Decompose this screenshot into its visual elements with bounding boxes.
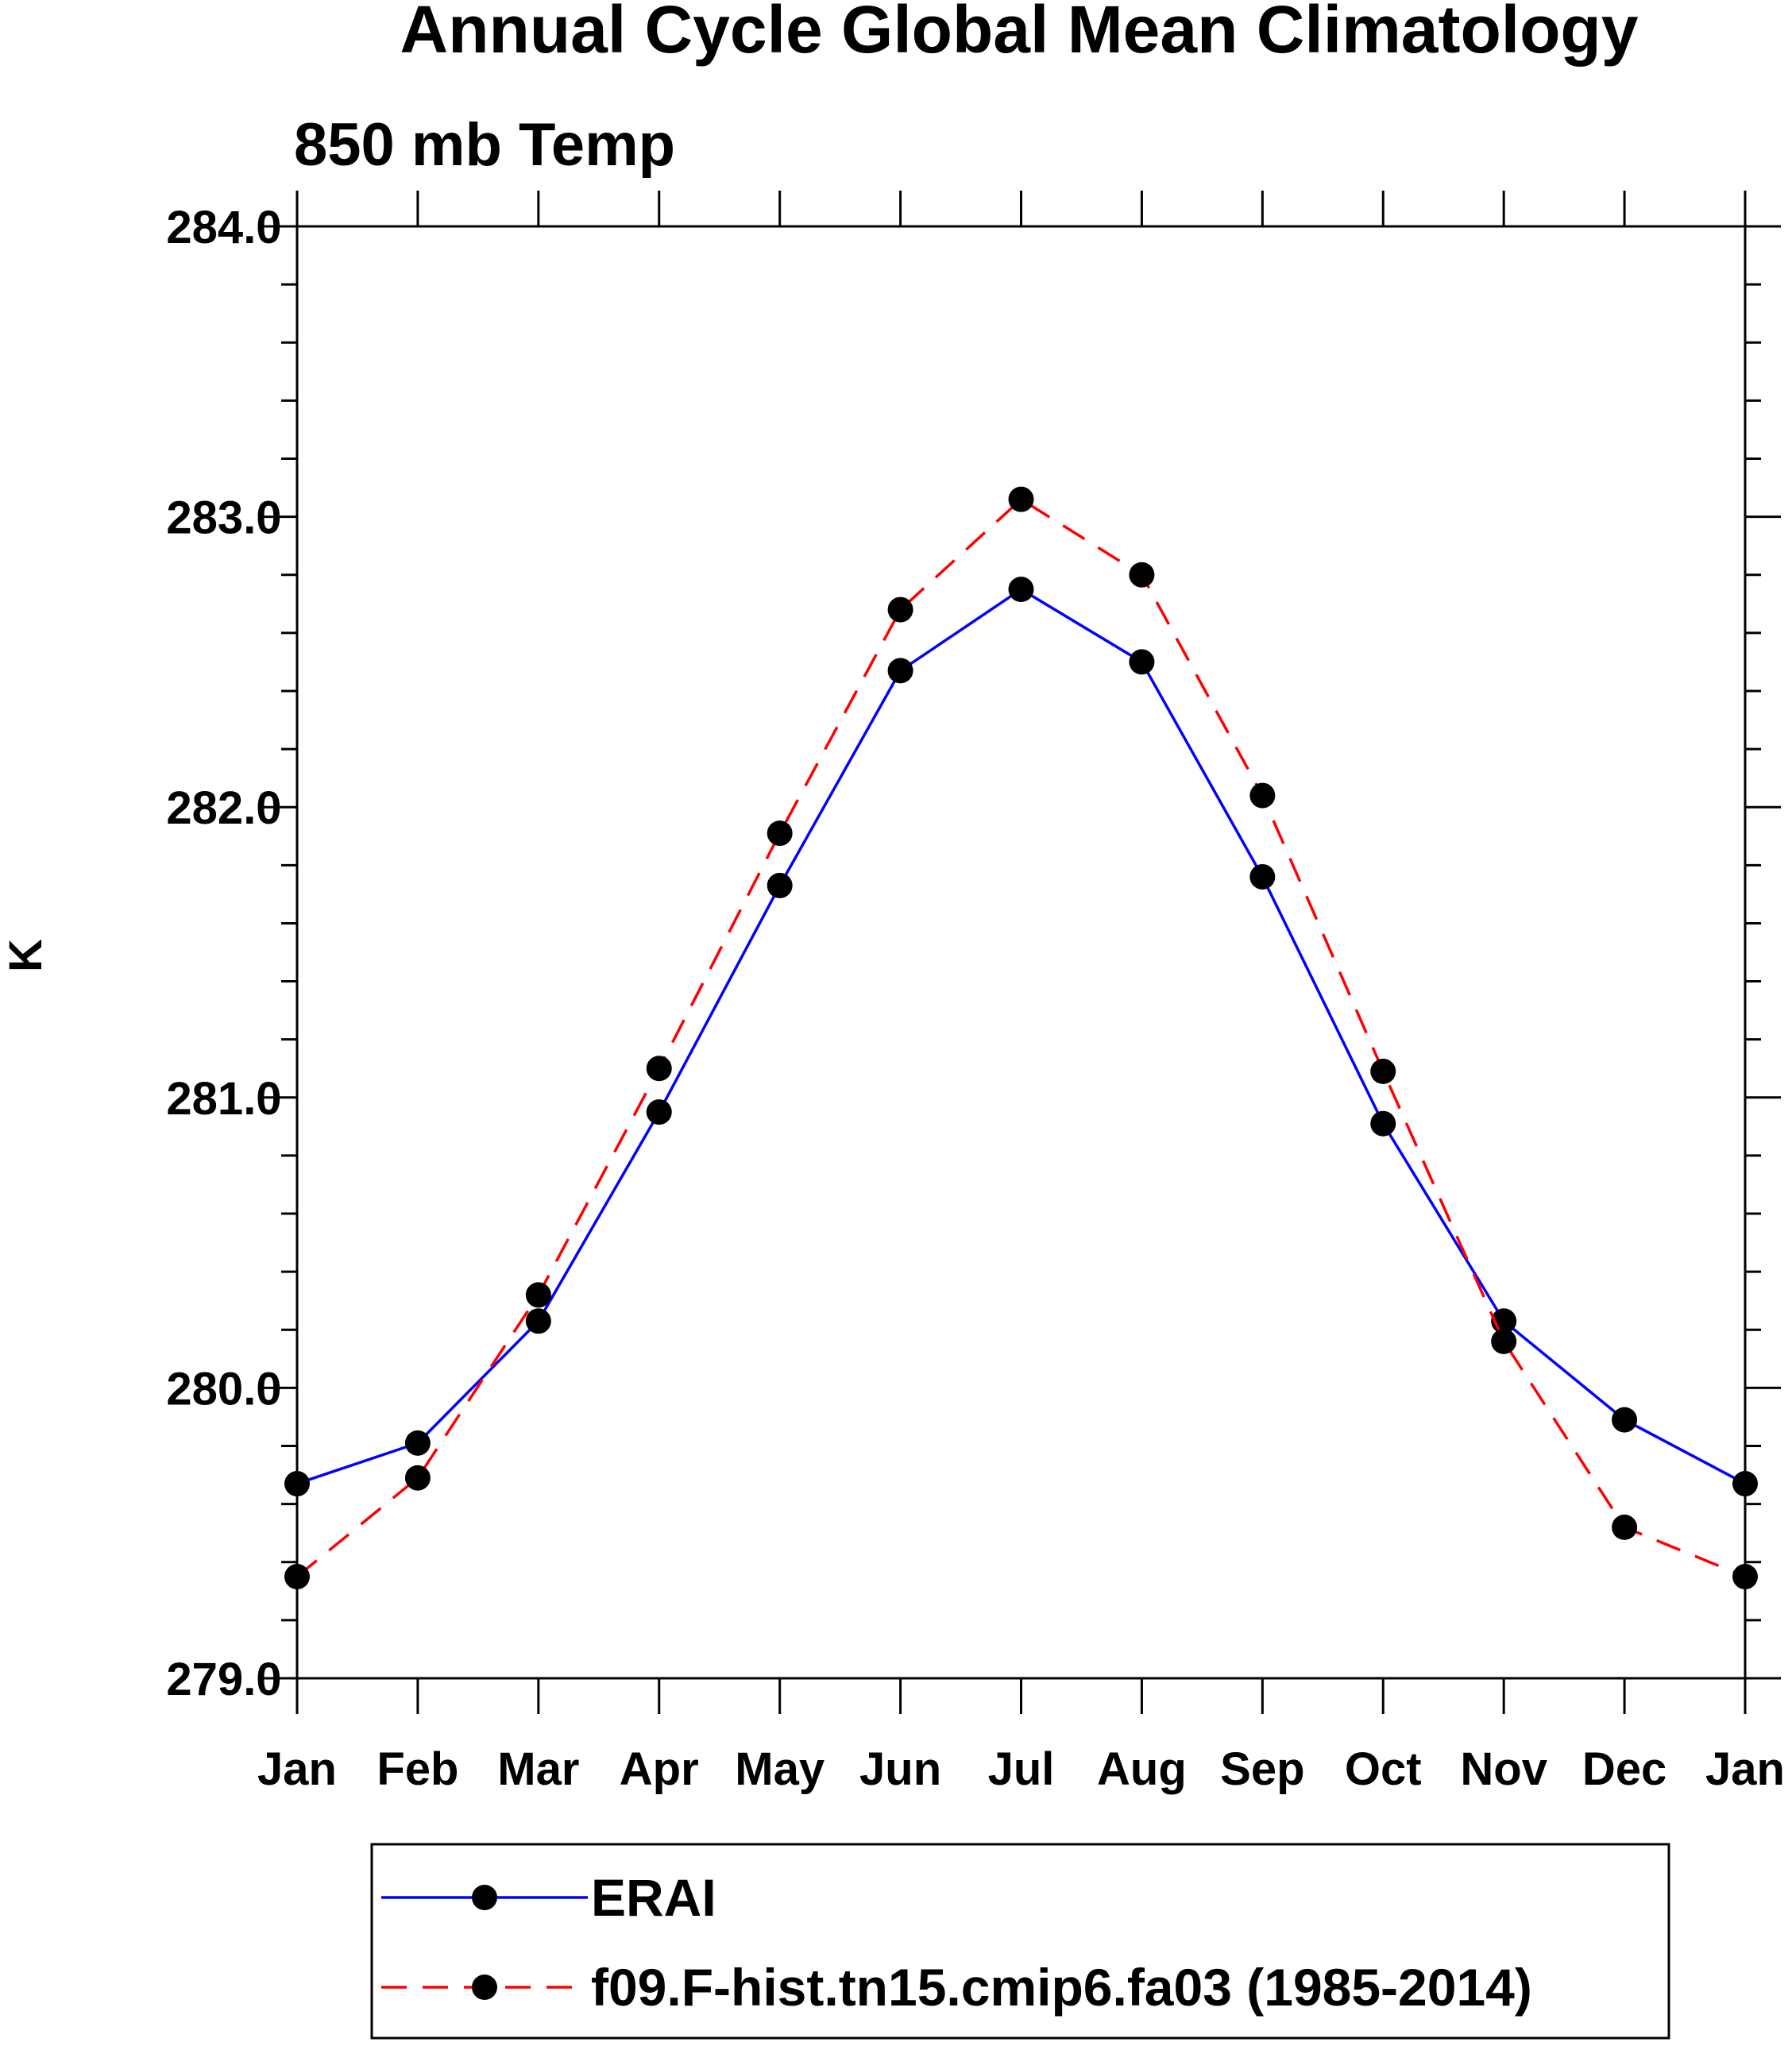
data-point: [887, 596, 913, 623]
x-tick-label: Oct: [1345, 1743, 1422, 1795]
x-tick-label: Jan: [257, 1743, 337, 1795]
data-point: [646, 1056, 672, 1082]
data-point: [767, 820, 793, 847]
y-tick-label: 280.0: [166, 1363, 281, 1415]
axis-ticks: [261, 191, 1781, 1714]
data-point: [1008, 577, 1034, 602]
data-point: [1129, 649, 1155, 675]
x-tick-label: Mar: [497, 1743, 579, 1795]
data-point: [1249, 782, 1276, 809]
legend-box: [370, 1843, 1670, 2040]
y-tick-label: 279.0: [166, 1654, 281, 1705]
data-point: [284, 1564, 310, 1590]
data-point: [404, 1465, 431, 1491]
chart-subtitle: 850 mb Temp: [294, 111, 675, 179]
x-tick-label: Jan: [1705, 1743, 1785, 1795]
x-tick-label: May: [735, 1743, 825, 1795]
plot-frame: [295, 225, 1747, 1680]
x-tick-labels: Jan Feb Mar Apr May Jun Jul Aug Sep Oct Nov Dec Jan: [257, 1743, 1785, 1795]
data-point: [404, 1430, 431, 1456]
legend-label-erai: ERAI: [591, 1868, 716, 1927]
data-point: [1008, 486, 1034, 512]
x-tick-label: Sep: [1220, 1743, 1304, 1795]
x-tick-label: Feb: [377, 1743, 458, 1795]
y-axis-label: K: [0, 939, 52, 972]
chart-title: Annual Cycle Global Mean Climatology: [400, 0, 1639, 67]
y-tick-labels: 279.0 280.0 281.0 282.0 283.0 284.0: [166, 202, 281, 1705]
data-point: [1129, 562, 1155, 588]
legend-label-model: f09.F-hist.tn15.cmip6.fa03 (1985-2014): [591, 1958, 1532, 2017]
data-point: [284, 1471, 310, 1497]
data-point: [1370, 1110, 1396, 1137]
data-point: [1732, 1564, 1758, 1590]
data-point: [525, 1282, 551, 1308]
series-line-f09-f-hist-tn15-cmip6-fa03-1985-2014: [295, 497, 1746, 1578]
data-point: [1732, 1471, 1758, 1497]
x-tick-label: Dec: [1582, 1743, 1666, 1795]
legend-marker-model: [472, 1975, 497, 2000]
legend-marker-erai: [472, 1885, 497, 1910]
x-tick-label: Jun: [859, 1743, 941, 1795]
data-point: [525, 1308, 551, 1334]
data-point: [1370, 1058, 1396, 1084]
data-point: [1491, 1328, 1517, 1354]
y-tick-label: 282.0: [166, 782, 281, 834]
y-tick-label: 283.0: [166, 492, 281, 544]
data-point: [1612, 1514, 1638, 1540]
data-point: [1612, 1407, 1638, 1433]
legend: ERAI f09.F-hist.tn15.cmip6.fa03 (1985-20…: [370, 1843, 1670, 2040]
data-point: [767, 872, 793, 898]
data-point: [1249, 863, 1276, 890]
x-tick-label: Aug: [1097, 1743, 1187, 1795]
y-tick-label: 284.0: [166, 202, 281, 253]
x-tick-label: Jul: [988, 1743, 1055, 1795]
data-point: [887, 658, 913, 684]
y-tick-label: 281.0: [166, 1073, 281, 1125]
series-group: [284, 486, 1758, 1590]
x-tick-label: Apr: [620, 1743, 699, 1795]
x-tick-label: Nov: [1460, 1743, 1547, 1795]
series-line-erai: [296, 587, 1746, 1485]
data-point: [646, 1099, 672, 1125]
